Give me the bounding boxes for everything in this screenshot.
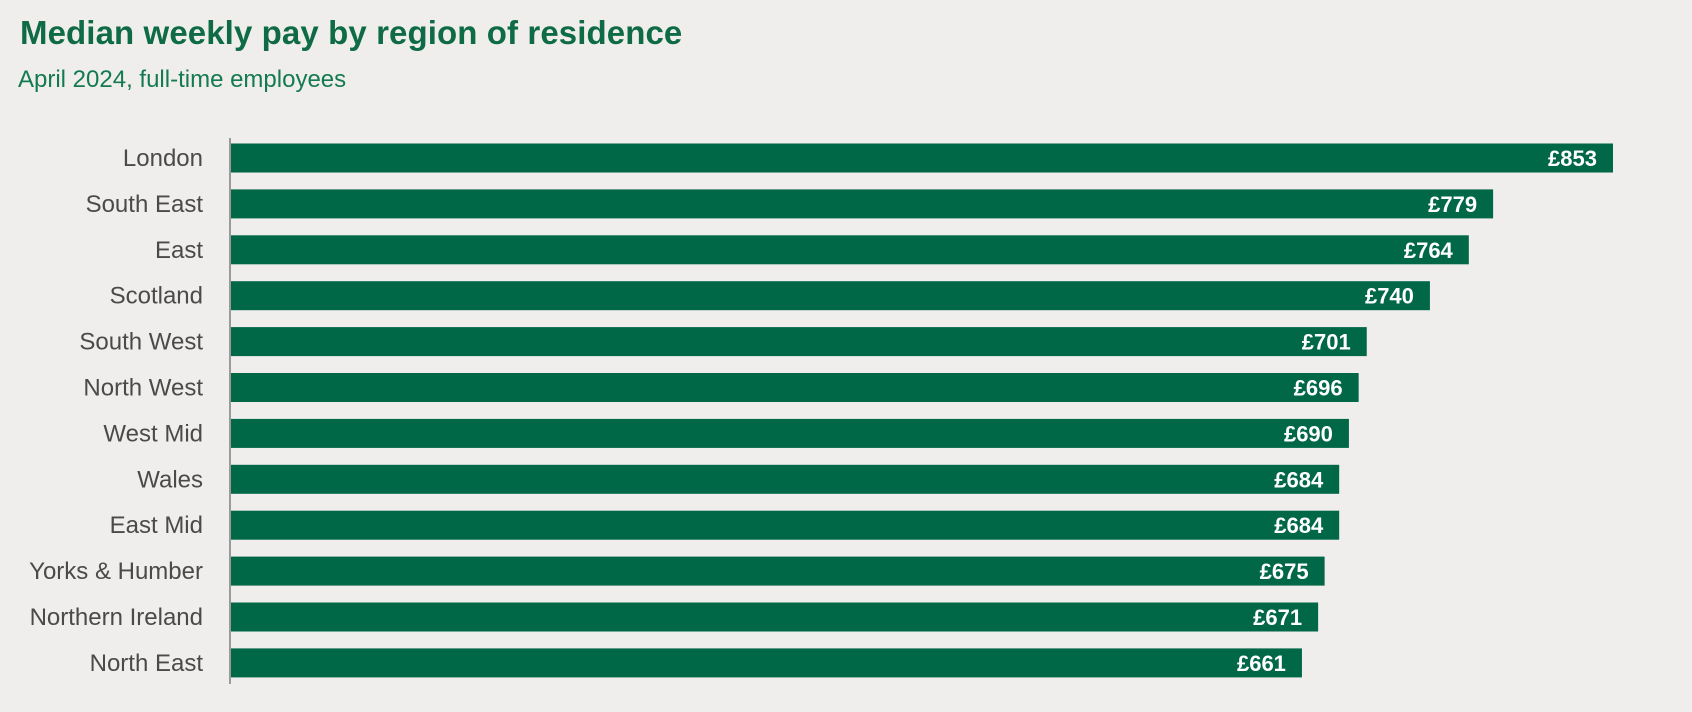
category-label: East Mid [110, 512, 203, 539]
value-label: £684 [1274, 513, 1324, 538]
bar-wales [231, 464, 1340, 494]
value-label: £740 [1365, 284, 1414, 309]
chart-subtitle: April 2024, full-time employees [18, 66, 347, 93]
category-label: South West [79, 329, 203, 356]
bar-scotland [231, 281, 1430, 311]
category-label: London [123, 145, 203, 172]
category-label: East [155, 237, 203, 264]
bar-west-mid [231, 418, 1349, 448]
category-label: West Mid [103, 420, 203, 447]
bar-east [231, 235, 1469, 265]
chart-title: Median weekly pay by region of residence [20, 14, 683, 51]
value-label: £701 [1302, 330, 1351, 355]
value-label: £764 [1404, 238, 1454, 263]
category-label: Scotland [110, 283, 203, 310]
bars-group: London £853 South East £779 East £764 Scotland… [29, 143, 1613, 678]
bar-northern-ireland [231, 602, 1319, 632]
bar-east-mid [231, 510, 1340, 540]
bar-north-west [231, 373, 1359, 402]
bar-south-west [231, 327, 1367, 357]
category-label: Northern Ireland [30, 604, 203, 631]
category-label: North West [83, 375, 203, 402]
bar-london [231, 143, 1613, 173]
category-label: Yorks & Humber [29, 558, 203, 585]
value-label: £690 [1284, 421, 1333, 446]
value-label: £696 [1294, 376, 1343, 401]
bar-south-east [231, 189, 1494, 219]
value-label: £675 [1260, 559, 1309, 584]
value-label: £661 [1237, 651, 1286, 676]
category-label: South East [86, 191, 204, 218]
bar-yorks-humber [231, 556, 1325, 586]
bar-north-east [231, 648, 1302, 678]
value-label: £684 [1274, 467, 1324, 492]
category-label: North East [90, 650, 204, 677]
value-label: £779 [1428, 192, 1477, 217]
value-label: £671 [1253, 605, 1302, 630]
category-label: Wales [137, 466, 203, 493]
value-label: £853 [1548, 146, 1597, 171]
